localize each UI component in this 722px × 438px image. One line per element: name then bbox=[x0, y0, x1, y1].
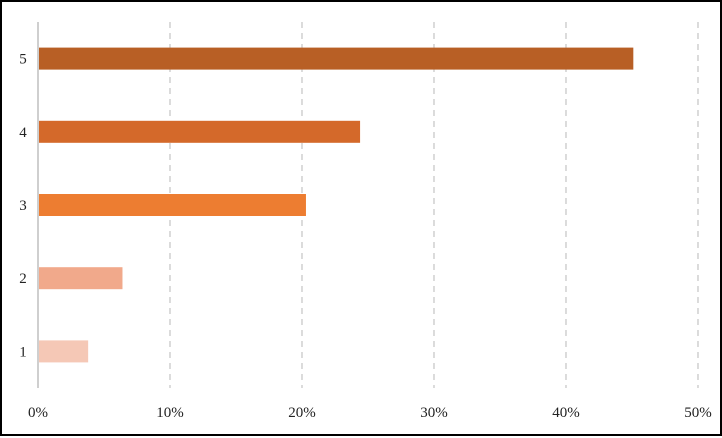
tick-labels: 0% 10% 20% 30% 40% 50% 1 2 3 4 5 bbox=[19, 52, 712, 421]
gridlines bbox=[37, 22, 699, 388]
x-tick-label: 10% bbox=[156, 405, 184, 421]
y-tick-label: 4 bbox=[19, 125, 27, 141]
bar-2 bbox=[39, 267, 123, 290]
bars bbox=[39, 47, 634, 363]
bar-5 bbox=[39, 47, 634, 70]
y-tick-label: 3 bbox=[19, 198, 27, 214]
y-tick-label: 5 bbox=[19, 52, 27, 68]
x-tick-label: 20% bbox=[288, 405, 316, 421]
x-tick-label: 50% bbox=[684, 405, 712, 421]
x-tick-label: 0% bbox=[28, 405, 48, 421]
bar-4 bbox=[39, 120, 361, 143]
bar-3 bbox=[39, 194, 306, 216]
x-tick-label: 30% bbox=[420, 405, 448, 421]
y-tick-label: 2 bbox=[19, 271, 27, 287]
y-tick-label: 1 bbox=[19, 344, 27, 360]
bar-1 bbox=[39, 340, 89, 363]
x-tick-label: 40% bbox=[552, 405, 580, 421]
